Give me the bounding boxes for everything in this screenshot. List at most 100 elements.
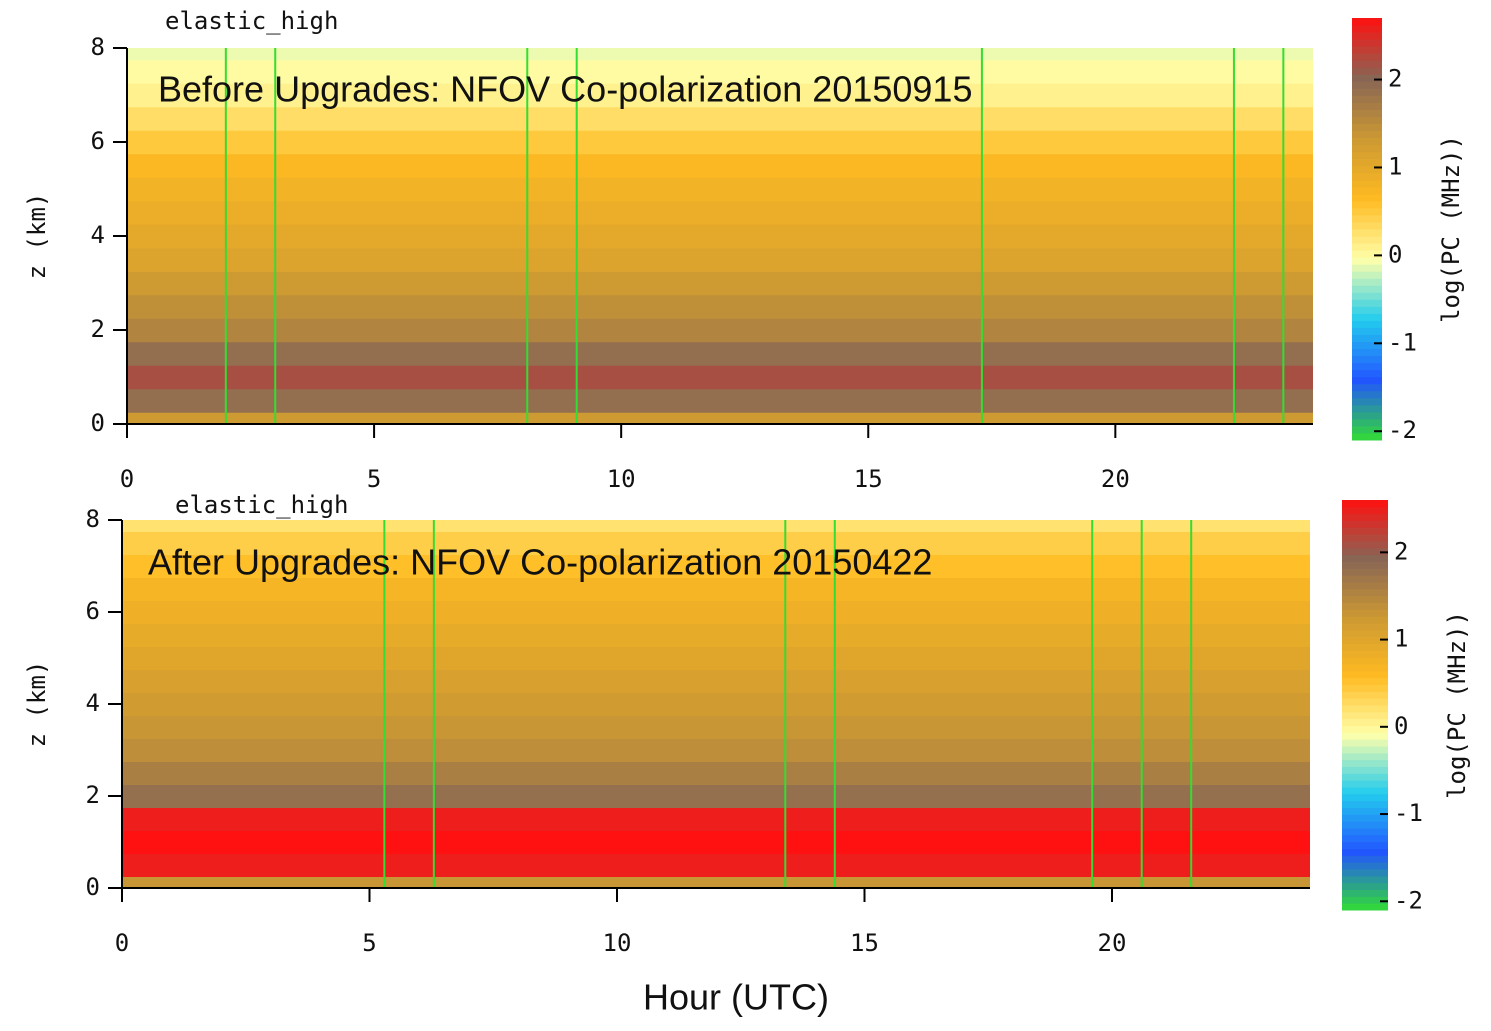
- heat-row: [127, 177, 1313, 202]
- heat-row: [122, 876, 1310, 889]
- y-tick-label: 2: [91, 315, 105, 343]
- heat-row: [122, 715, 1310, 739]
- heat-row: [127, 271, 1313, 296]
- heat-row: [122, 761, 1310, 785]
- colorbar-tick-label: -2: [1394, 886, 1423, 914]
- colorbar-tick-label: -1: [1388, 328, 1417, 356]
- y-tick-label: 8: [91, 33, 105, 61]
- colorbar-cell: [1342, 657, 1388, 665]
- colorbar-cell: [1342, 711, 1388, 720]
- colorbar-cell: [1352, 88, 1382, 96]
- x-tick-label: 15: [854, 465, 883, 493]
- colorbar-tick-label: 1: [1394, 625, 1408, 653]
- chart-title: elastic_high: [175, 491, 348, 519]
- x-axis-label: Hour (UTC): [643, 977, 829, 1018]
- heat-row: [127, 130, 1313, 155]
- x-tick-label: 20: [1098, 929, 1127, 957]
- colorbar-cell: [1342, 746, 1388, 754]
- colorbar-cell: [1352, 137, 1382, 146]
- heat-row: [127, 83, 1313, 108]
- colorbar-cell: [1352, 60, 1382, 68]
- y-axis-label: z (km): [23, 193, 51, 280]
- x-tick-label: 0: [115, 929, 129, 957]
- colorbar-cell: [1342, 814, 1388, 822]
- colorbar-cell: [1352, 221, 1382, 230]
- colorbar-cell: [1342, 793, 1388, 802]
- heat-row: [122, 669, 1310, 693]
- colorbar-tick-label: 0: [1388, 240, 1402, 268]
- colorbar-cell: [1342, 725, 1388, 733]
- colorbar-cell: [1352, 418, 1382, 427]
- colorbar-cell: [1352, 292, 1382, 300]
- y-tick-label: 4: [91, 221, 105, 249]
- colorbar-cell: [1342, 691, 1388, 699]
- colorbar-tick-label: 2: [1394, 537, 1408, 565]
- heat-row: [127, 294, 1313, 319]
- colorbar-cell: [1352, 264, 1382, 272]
- x-tick-label: 15: [850, 929, 879, 957]
- x-tick-label: 10: [607, 465, 636, 493]
- colorbar-cell: [1342, 643, 1388, 651]
- colorbar-cell: [1342, 670, 1388, 679]
- colorbar-cell: [1342, 732, 1388, 740]
- colorbar-cell: [1342, 828, 1388, 836]
- colorbar-cell: [1352, 18, 1382, 26]
- colorbar-cell: [1352, 397, 1382, 406]
- heat-row: [122, 520, 1310, 532]
- colorbar-cell: [1342, 875, 1388, 884]
- colorbar-cell: [1342, 896, 1388, 904]
- colorbar-cell: [1352, 432, 1382, 441]
- colorbar-cell: [1352, 67, 1382, 75]
- colorbar-cell: [1352, 257, 1382, 265]
- heat-row: [127, 106, 1313, 131]
- heat-row: [127, 388, 1313, 413]
- heat-row: [122, 600, 1310, 624]
- x-tick-label: 0: [120, 465, 134, 493]
- colorbar-cell: [1352, 390, 1382, 399]
- colorbar-cell: [1342, 506, 1388, 515]
- colorbar-cell: [1352, 179, 1382, 188]
- heat-row: [122, 738, 1310, 762]
- colorbar-cell: [1342, 582, 1388, 590]
- heat-row: [122, 807, 1310, 831]
- colorbar-cell: [1342, 855, 1388, 863]
- colorbar-cell: [1352, 25, 1382, 33]
- colorbar-cell: [1342, 616, 1388, 624]
- colorbar-cell: [1352, 207, 1382, 216]
- heat-row: [127, 412, 1313, 425]
- colorbar-cell: [1342, 718, 1388, 726]
- colorbar-cell: [1352, 278, 1382, 286]
- colorbar-cell: [1342, 841, 1388, 849]
- colorbar-cell: [1352, 425, 1382, 434]
- x-tick-label: 10: [603, 929, 632, 957]
- colorbar-cell: [1342, 869, 1388, 877]
- colorbar-cell: [1342, 500, 1388, 508]
- heat-row: [122, 784, 1310, 808]
- colorbar-cell: [1352, 144, 1382, 153]
- colorbar-cell: [1352, 172, 1382, 181]
- colorbar-cell: [1352, 243, 1382, 251]
- heat-row: [127, 200, 1313, 225]
- colorbar-cell: [1352, 369, 1382, 378]
- colorbar-cell: [1342, 684, 1388, 692]
- colorbar-cell: [1352, 362, 1382, 371]
- colorbar-cell: [1342, 575, 1388, 583]
- colorbar-cell: [1342, 773, 1388, 781]
- colorbar-cell: [1342, 527, 1388, 535]
- colorbar-cell: [1352, 200, 1382, 209]
- heat-row: [127, 153, 1313, 178]
- heat-row: [122, 531, 1310, 555]
- heat-row: [122, 853, 1310, 877]
- y-tick-label: 2: [86, 781, 100, 809]
- colorbar-cell: [1342, 554, 1388, 562]
- colorbar-cell: [1352, 39, 1382, 47]
- colorbar-cell: [1352, 341, 1382, 350]
- heat-row: [127, 247, 1313, 272]
- colorbar-tick-label: 0: [1394, 712, 1408, 740]
- colorbar-cell: [1352, 320, 1382, 328]
- colorbar-tick-label: -1: [1394, 799, 1423, 827]
- colorbar-cell: [1352, 229, 1382, 237]
- y-tick-label: 6: [86, 597, 100, 625]
- colorbar-cell: [1342, 602, 1388, 610]
- colorbar-cell: [1342, 759, 1388, 767]
